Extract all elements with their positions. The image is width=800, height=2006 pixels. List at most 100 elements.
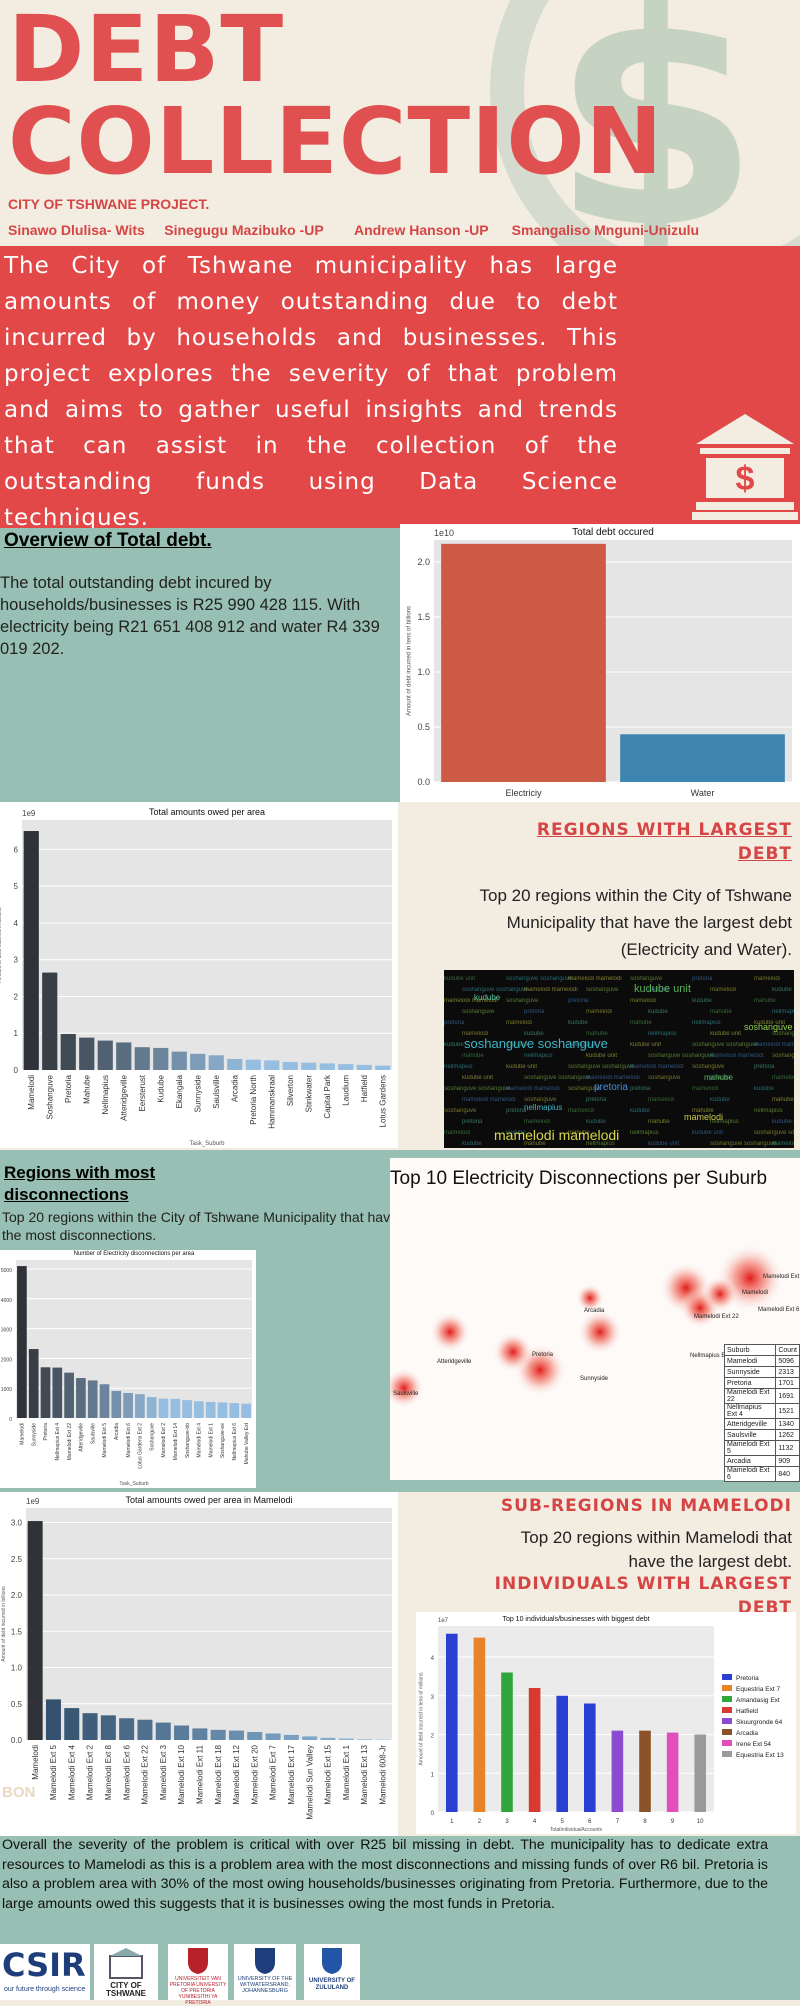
wordcloud-filler-word: kudube unit [444,976,475,982]
wordcloud-filler-word: kudube [754,1086,774,1092]
heat-spot [578,1310,622,1354]
x-tick-label: Mamelodi Ext 13 [360,1744,369,1804]
bar [41,1367,51,1418]
heat-spot [493,1332,533,1372]
map-label: Mamelodi Ext 22 [694,1314,739,1320]
y-tick-label: 1 [14,1029,19,1038]
bar [116,1042,131,1070]
wordcloud-filler-word: mamelodi [648,1097,674,1103]
x-tick-label: Atteridgeville [119,1074,128,1120]
wordcloud-filler-word: soshanguve [772,1053,794,1059]
x-axis-label: Task_Suburb [119,1481,148,1487]
x-tick-label: Mamelodi Ext 18 [214,1744,223,1804]
x-tick-label: Nellmapius Ext 6 [232,1423,238,1461]
wordcloud-filler-word: soshanguve soshanguve [524,1075,591,1081]
y-tick-label: 2.0 [11,1591,23,1600]
bar [64,1373,74,1418]
table-cell: Nellmapius Ext 4 [725,1404,776,1419]
bar [446,1634,458,1812]
y-tick-label: 0.5 [417,722,430,732]
wordcloud-filler-word: mahube [754,998,776,1004]
x-tick-label: Mahube Valley Ext [244,1422,250,1464]
x-tick-label: Lotus Gardens [378,1075,387,1127]
y-tick-label: 0.0 [11,1736,23,1745]
bar [639,1731,651,1812]
x-tick-label: Hatfield [360,1075,369,1102]
table-cell: 1262 [776,1430,800,1441]
x-tick-label: Pretoria [43,1423,49,1441]
table-cell: 1691 [776,1389,800,1404]
wordcloud-filler-word: kudube [772,987,792,993]
y-axis-label: Amount of debt incurred in billions [0,907,3,983]
wordcloud-word: soshanguve soshanguve [464,1036,608,1051]
x-tick-label: Mamelodi Ext 4 [67,1744,76,1800]
x-tick-label: Pretoria North [249,1075,258,1125]
authors-line: Sinawo Dlulisa- Wits Sinegugu Mazibuko -… [8,222,699,238]
x-tick-label: 9 [671,1819,675,1825]
wordcloud-filler-word: pretoria [524,1009,545,1015]
wordcloud-filler-word: soshanguve [506,998,539,1004]
wordcloud-filler-word: mamelodi [568,1108,594,1114]
y-axis-label: Amount of debt incurred in tens of billi… [407,606,413,716]
bar [612,1731,624,1812]
table-cell: 840 [776,1467,800,1482]
table-cell: Suburb [725,1345,776,1356]
legend-swatch [722,1707,732,1713]
bar [147,1397,157,1418]
bar [283,1062,298,1070]
regions-text: Top 20 regions within the City of Tshwan… [462,882,792,963]
x-tick-label: Mamelodi Ext 1 [342,1744,351,1800]
wordcloud-filler-word: kudube unit [462,1075,493,1081]
axis-multiplier: 1e9 [26,1497,40,1506]
bar [194,1401,204,1418]
bar [620,734,785,782]
x-tick-label: Nellmapius Ext 4 [55,1423,61,1461]
zululand-logo: UNIVERSITY OF ZULULAND [304,1944,360,2000]
map-label: Arcadia [584,1308,605,1314]
x-tick-label: Soshanguve-ee [220,1423,226,1458]
wordcloud-filler-word: kudube unit [772,1119,794,1125]
y-tick-label: 0.0 [417,777,430,787]
wordcloud-filler-word: mamelodi mamelodi [462,1097,516,1103]
chart-title: Total amounts owed per area [149,807,265,817]
legend-swatch [722,1729,732,1735]
x-tick-label: Mamelodi Ext 6 [122,1744,131,1800]
bar [156,1723,171,1740]
y-axis-label: Amount of debt incurred in tens of milli… [418,1672,424,1766]
wordcloud-filler-word: soshanguve soshanguve [506,976,573,982]
legend-swatch [722,1740,732,1746]
x-tick-label: Nellmapius [101,1075,110,1115]
bar [584,1704,596,1813]
heat-spot [390,1368,424,1408]
wordcloud-filler-word: pretoria [630,1086,651,1092]
y-tick-label: 5 [14,882,19,891]
x-tick-label: Saulsville [212,1074,221,1108]
wordcloud-filler-word: mahube [710,1009,732,1015]
bar [284,1735,299,1740]
y-tick-label: 0 [431,1811,435,1817]
legend-swatch [722,1674,732,1680]
wordcloud-filler-word: mahube [772,1097,794,1103]
bar [192,1728,207,1740]
y-tick-label: 4 [431,1656,435,1662]
table-cell: 909 [776,1456,800,1467]
axis-multiplier: 1e7 [438,1618,449,1624]
bar [218,1402,228,1418]
wordcloud-filler-word: soshanguve [692,1064,725,1070]
bar [153,1048,168,1070]
table-cell: 1132 [776,1441,800,1456]
bar [52,1368,62,1418]
wordcloud-svg: kudube unit soshanguve soshanguve mamelodi… [444,970,794,1148]
wordcloud-filler-word: soshanguve soshanguve [568,1064,635,1070]
y-tick-label: 1.0 [11,1664,23,1673]
x-tick-label: Arcadia [114,1423,120,1440]
poster-title-line1: DEBT [8,4,284,96]
legend-label: Equestria Ext 7 [736,1686,780,1693]
table-cell: 1701 [776,1378,800,1389]
